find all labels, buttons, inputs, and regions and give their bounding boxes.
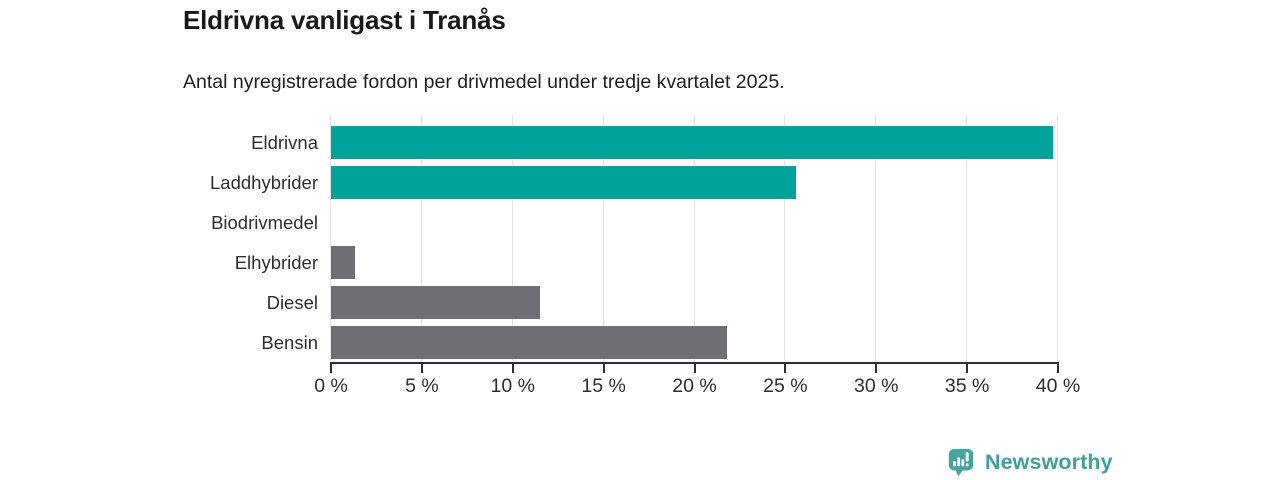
x-axis-tick-40 bbox=[1057, 364, 1059, 373]
x-axis-tick-label-25: 25 % bbox=[763, 375, 808, 397]
category-label-eldrivna: Eldrivna bbox=[251, 132, 318, 153]
x-axis-tick-label-35: 35 % bbox=[944, 375, 990, 397]
bar-elhybrider bbox=[331, 246, 355, 279]
x-axis-tick-5 bbox=[420, 364, 423, 373]
gridline-35 bbox=[966, 115, 968, 362]
category-label-bensin: Bensin bbox=[261, 332, 318, 353]
category-label-laddhybrider: Laddhybrider bbox=[210, 172, 318, 193]
bar-bensin bbox=[331, 326, 728, 359]
x-axis-tick-15 bbox=[602, 364, 605, 373]
gridline-20 bbox=[693, 115, 695, 362]
x-axis-tick-label-30: 30 % bbox=[854, 375, 899, 397]
chart-subtitle: Antal nyregistrerade fordon per drivmede… bbox=[183, 71, 785, 93]
brand-name: Newsworthy bbox=[985, 449, 1113, 474]
x-axis-tick-label-0: 0 % bbox=[314, 375, 348, 397]
x-axis-tick-35 bbox=[966, 364, 969, 373]
bar-laddhybrider bbox=[331, 166, 797, 199]
x-axis-tick-label-40: 40 % bbox=[1035, 375, 1081, 397]
category-label-biodrivmedel: Biodrivmedel bbox=[211, 212, 318, 233]
bar-eldrivna bbox=[331, 126, 1053, 159]
x-axis-tick-0 bbox=[330, 364, 332, 373]
gridline-40 bbox=[1057, 115, 1058, 362]
gridline-30 bbox=[875, 115, 877, 362]
newsworthy-logo-icon bbox=[948, 448, 974, 477]
x-axis-line bbox=[330, 362, 1059, 364]
category-label-elhybrider: Elhybrider bbox=[234, 252, 318, 273]
x-axis-tick-label-20: 20 % bbox=[672, 375, 717, 397]
x-axis-tick-30 bbox=[875, 364, 878, 373]
x-axis-tick-label-5: 5 % bbox=[405, 375, 439, 397]
x-axis-tick-label-10: 10 % bbox=[490, 375, 535, 397]
x-axis-tick-10 bbox=[511, 364, 514, 373]
gridline-25 bbox=[784, 115, 786, 362]
x-axis-tick-25 bbox=[784, 364, 787, 373]
gridline-0 bbox=[330, 115, 331, 362]
chart-title: Eldrivna vanligast i Tranås bbox=[183, 5, 506, 35]
bar-diesel bbox=[331, 286, 540, 319]
brand-footer: Newsworthy bbox=[946, 447, 1113, 477]
x-axis-tick-label-15: 15 % bbox=[581, 375, 626, 397]
gridline-5 bbox=[420, 115, 422, 362]
gridline-15 bbox=[602, 115, 604, 362]
gridline-10 bbox=[511, 115, 513, 362]
x-axis-tick-20 bbox=[693, 364, 696, 373]
category-label-diesel: Diesel bbox=[266, 292, 318, 313]
